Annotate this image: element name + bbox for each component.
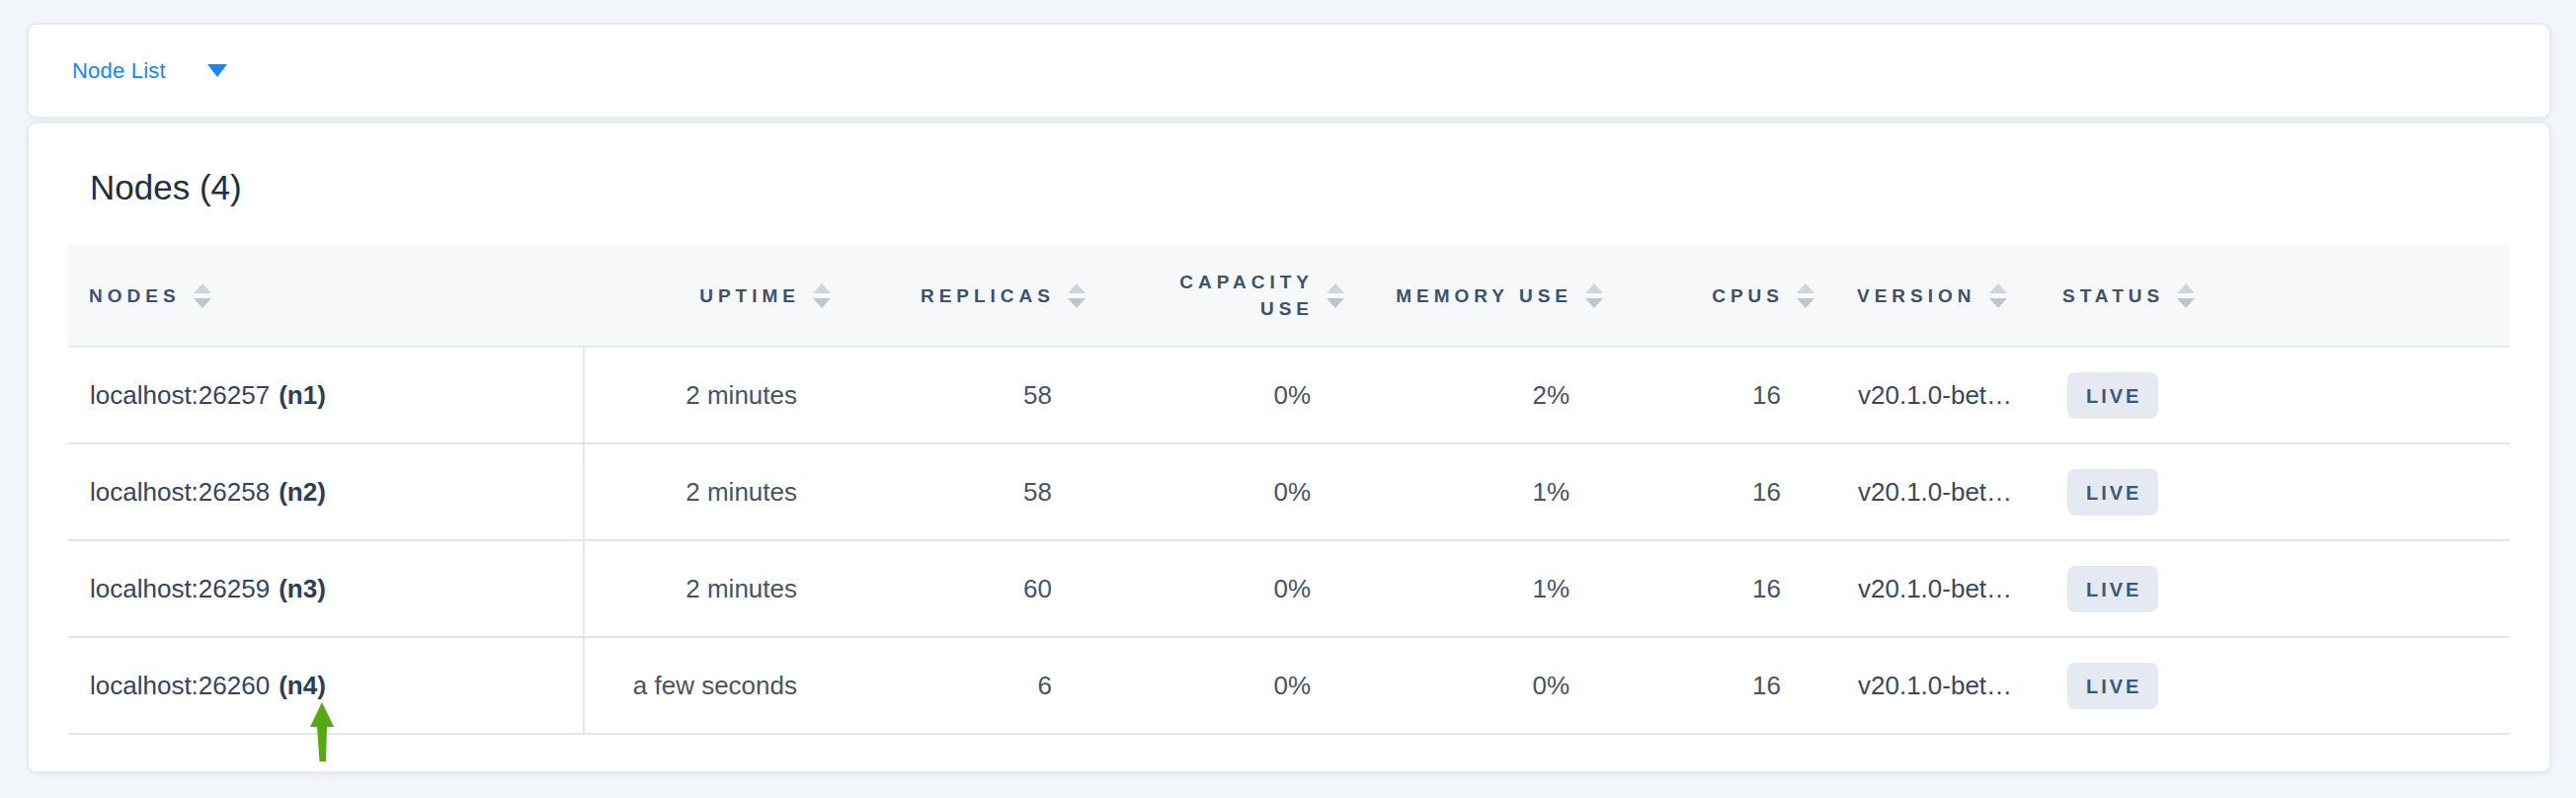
- node-id: (n1): [279, 380, 326, 411]
- uptime-cell: 2 minutes: [585, 541, 836, 636]
- sort-arrows-icon[interactable]: [813, 283, 831, 308]
- node-id: (n3): [279, 574, 326, 604]
- status-cell: LIVE: [2056, 541, 2510, 636]
- column-header-capacity-use[interactable]: CAPACITY USE: [1090, 245, 1349, 346]
- uptime-cell: 2 minutes: [585, 348, 836, 442]
- column-header-replicas[interactable]: REPLICAS: [836, 245, 1090, 346]
- node-address: localhost:26259: [90, 574, 270, 604]
- status-badge: LIVE: [2067, 372, 2158, 419]
- node-address-cell[interactable]: localhost:26259 (n3): [68, 541, 585, 636]
- version-cell: v20.1.0-bet…: [1819, 348, 2056, 442]
- sort-arrows-icon[interactable]: [1797, 283, 1814, 308]
- memory-use-cell: 0%: [1349, 638, 1608, 733]
- memory-use-cell: 1%: [1349, 444, 1608, 539]
- table-body: localhost:26257 (n1) 2 minutes 58 0% 2% …: [68, 348, 2510, 735]
- table-header-row: NODES UPTIME REPLICAS CAPACITY USE MEMOR…: [68, 245, 2510, 348]
- version-cell: v20.1.0-bet…: [1819, 541, 2056, 636]
- memory-use-cell: 2%: [1349, 348, 1608, 442]
- status-badge: LIVE: [2067, 469, 2158, 516]
- view-selector-bar: Node List: [27, 23, 2551, 119]
- node-address: localhost:26257: [90, 380, 270, 411]
- cpus-cell: 16: [1608, 348, 1819, 442]
- uptime-cell: 2 minutes: [585, 444, 836, 539]
- version-cell: v20.1.0-bet…: [1819, 638, 2056, 733]
- cpus-cell: 16: [1608, 541, 1819, 636]
- nodes-table: NODES UPTIME REPLICAS CAPACITY USE MEMOR…: [68, 245, 2510, 735]
- sort-arrows-icon[interactable]: [194, 283, 211, 308]
- status-cell: LIVE: [2056, 444, 2510, 539]
- memory-use-cell: 1%: [1349, 541, 1608, 636]
- node-address-cell[interactable]: localhost:26257 (n1): [68, 348, 585, 442]
- caret-down-icon: [207, 64, 227, 77]
- sort-arrows-icon[interactable]: [1068, 283, 1086, 308]
- table-row: localhost:26259 (n3) 2 minutes 60 0% 1% …: [68, 541, 2510, 638]
- column-header-memory-use[interactable]: MEMORY USE: [1349, 245, 1608, 346]
- sort-arrows-icon[interactable]: [1327, 283, 1344, 308]
- node-address-cell[interactable]: localhost:26258 (n2): [68, 444, 585, 539]
- table-row: localhost:26258 (n2) 2 minutes 58 0% 1% …: [68, 444, 2510, 541]
- cpus-cell: 16: [1608, 638, 1819, 733]
- table-row: localhost:26260 (n4) a few seconds 6 0% …: [68, 638, 2510, 735]
- node-address: localhost:26260: [90, 671, 270, 701]
- nodes-card: Nodes (4) NODES UPTIME REPLICAS CAPACITY…: [27, 121, 2551, 773]
- uptime-cell: a few seconds: [585, 638, 836, 733]
- capacity-use-cell: 0%: [1090, 444, 1349, 539]
- status-badge: LIVE: [2067, 663, 2158, 709]
- capacity-use-cell: 0%: [1090, 541, 1349, 636]
- version-cell: v20.1.0-bet…: [1819, 444, 2056, 539]
- replicas-cell: 58: [836, 444, 1090, 539]
- column-header-nodes[interactable]: NODES: [68, 245, 585, 346]
- status-badge: LIVE: [2067, 566, 2158, 612]
- capacity-use-cell: 0%: [1090, 348, 1349, 442]
- node-address-cell[interactable]: localhost:26260 (n4): [68, 638, 585, 733]
- node-list-dropdown-label: Node List: [72, 58, 166, 84]
- replicas-cell: 58: [836, 348, 1090, 442]
- replicas-cell: 6: [836, 638, 1090, 733]
- sort-arrows-icon[interactable]: [2177, 283, 2195, 308]
- replicas-cell: 60: [836, 541, 1090, 636]
- status-cell: LIVE: [2056, 638, 2510, 733]
- column-header-cpus[interactable]: CPUS: [1608, 245, 1819, 346]
- cpus-cell: 16: [1608, 444, 1819, 539]
- column-header-version[interactable]: VERSION: [1819, 245, 2056, 346]
- capacity-use-cell: 0%: [1090, 638, 1349, 733]
- column-header-uptime[interactable]: UPTIME: [585, 245, 836, 346]
- node-list-dropdown[interactable]: Node List: [72, 58, 227, 84]
- table-row: localhost:26257 (n1) 2 minutes 58 0% 2% …: [68, 348, 2510, 444]
- column-header-status[interactable]: STATUS: [2056, 245, 2510, 346]
- sort-arrows-icon[interactable]: [1585, 283, 1603, 308]
- node-id: (n2): [279, 477, 326, 508]
- node-id: (n4): [279, 671, 326, 701]
- page-title: Nodes (4): [90, 168, 2510, 207]
- sort-arrows-icon[interactable]: [1989, 283, 2007, 308]
- node-address: localhost:26258: [90, 477, 270, 508]
- status-cell: LIVE: [2056, 348, 2510, 442]
